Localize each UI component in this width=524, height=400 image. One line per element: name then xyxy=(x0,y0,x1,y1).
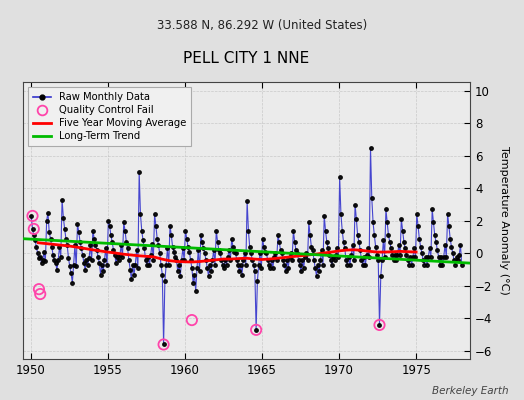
Point xyxy=(28,213,37,219)
Text: 33.588 N, 86.292 W (United States): 33.588 N, 86.292 W (United States) xyxy=(157,20,367,32)
Point xyxy=(252,327,260,333)
Text: Berkeley Earth: Berkeley Earth xyxy=(432,386,508,396)
Y-axis label: Temperature Anomaly (°C): Temperature Anomaly (°C) xyxy=(499,146,509,295)
Point xyxy=(36,291,45,297)
Point xyxy=(35,286,43,292)
Point xyxy=(188,317,196,323)
Point xyxy=(29,226,38,232)
Point xyxy=(375,322,384,328)
Legend: Raw Monthly Data, Quality Control Fail, Five Year Moving Average, Long-Term Tren: Raw Monthly Data, Quality Control Fail, … xyxy=(28,88,191,146)
Point xyxy=(159,341,168,348)
Title: PELL CITY 1 NNE: PELL CITY 1 NNE xyxy=(183,51,310,66)
